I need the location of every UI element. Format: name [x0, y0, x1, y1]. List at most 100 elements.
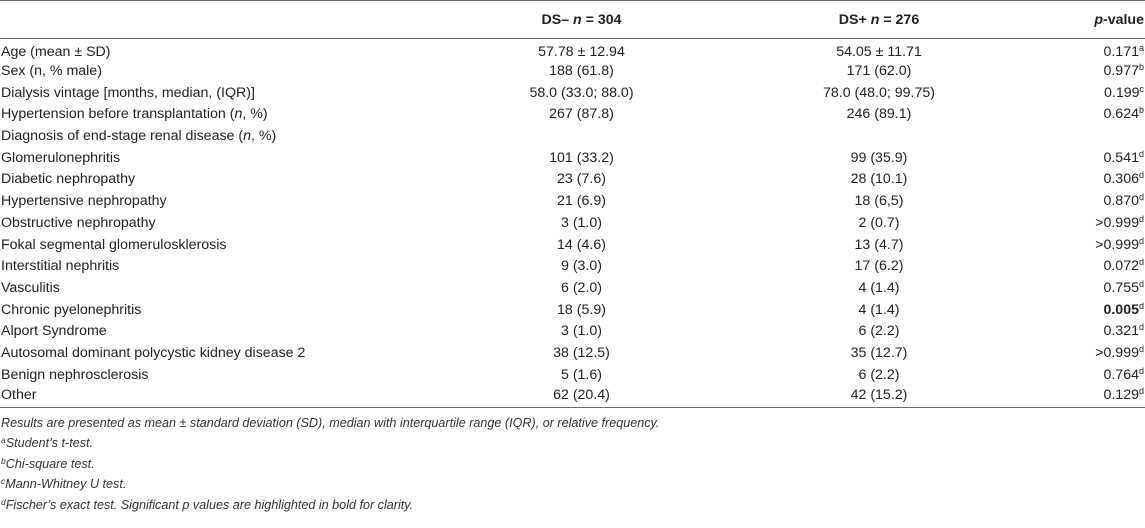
footnote-b: bChi-square test. — [1, 454, 1145, 475]
row-label: Glomerulonephritis — [1, 149, 121, 166]
row-label: Vasculitis — [1, 279, 60, 296]
p-value-test-mark: d — [1138, 213, 1144, 224]
header-ds-negative-label: DS– — [541, 11, 574, 28]
footnote-d-mark: d — [1, 496, 6, 507]
ds-positive-value: 2 (0.7) — [858, 214, 900, 231]
p-value: 0.624 — [1103, 106, 1139, 123]
p-value-test-mark: d — [1138, 148, 1144, 159]
ds-positive-value: 78.0 (48.0; 99.75) — [822, 84, 935, 101]
p-value: 0.072 — [1103, 258, 1139, 275]
ds-positive-value: 17 (6.2) — [854, 258, 904, 275]
footnote-intro: Results are presented as mean ± standard… — [1, 415, 660, 430]
ds-positive-value: 54.05 ± 11.71 — [836, 43, 922, 60]
p-value: 0.764 — [1103, 366, 1139, 383]
p-value: 0.321 — [1103, 323, 1139, 340]
p-value-test-mark: d — [1138, 300, 1144, 311]
p-value-cell: 0.072d — [1035, 255, 1145, 277]
ds-positive-value: 35 (12.7) — [850, 344, 908, 361]
ds-positive-value: 246 (89.1) — [846, 106, 912, 123]
p-value-cell: 0.005d — [1035, 299, 1145, 321]
row-label: Other — [0, 385, 440, 408]
p-value-cell: 0.321d — [1035, 320, 1145, 342]
footnote-a: aStudent’s t-test. — [1, 433, 1145, 454]
footnote-b-mark: b — [1, 455, 6, 466]
footnote-a-mark: a — [1, 435, 6, 446]
table-header: DS– n = 304 DS+ n = 276 p-value — [0, 0, 1145, 39]
table-footnotes: Results are presented as mean ± standard… — [0, 408, 1145, 516]
header-p-suffix: -value — [1102, 11, 1144, 28]
footnote-c: cMann-Whitney U test. — [1, 474, 1145, 495]
p-value-test-mark: a — [1138, 42, 1144, 53]
row-label: Hypertensive nephropathy — [1, 193, 167, 210]
p-value-cell: 0.171a — [1035, 39, 1145, 61]
table-row: Vasculitis 6 (2.0) 4 (1.4) 0.755d — [0, 277, 1145, 299]
footnote-a-text: Student’s t-test. — [5, 436, 94, 451]
p-value-cell: 0.541d — [1035, 147, 1145, 169]
demographics-table: DS– n = 304 DS+ n = 276 p-value Age (mea… — [0, 0, 1145, 408]
p-value-cell: 0.977b — [1035, 60, 1145, 82]
p-value: 0.199 — [1103, 84, 1140, 101]
p-value-cell: >0.999d — [1035, 342, 1145, 364]
header-ds-positive-label: DS+ — [838, 11, 871, 28]
header-ds-negative-n: n — [573, 11, 582, 28]
row-label: Interstitial nephritis — [1, 258, 120, 275]
p-value: 0.870 — [1103, 193, 1139, 210]
table-row: Hypertensive nephropathy 21 (6.9) 18 (6,5)… — [0, 190, 1145, 212]
p-value-cell: 0.755d — [1035, 277, 1145, 299]
ds-positive-value: 13 (4.7) — [854, 236, 904, 253]
header-p-value: p-value — [1035, 0, 1145, 39]
ds-negative-value: 18 (5.9) — [557, 301, 606, 318]
p-value: 0.755 — [1103, 279, 1139, 296]
p-value-test-mark: d — [1138, 343, 1144, 354]
ds-positive-value: 99 (35.9) — [850, 149, 908, 166]
table-row: Chronic pyelonephritis 18 (5.9) 4 (1.4) 0.0… — [0, 299, 1145, 321]
p-value: 0.129 — [1103, 386, 1139, 403]
ds-negative-value: 62 (20.4) — [440, 385, 723, 408]
p-value: 0.171 — [1103, 43, 1139, 60]
row-label: Fokal segmental glomerulosklerosis — [1, 236, 227, 253]
row-label: Chronic pyelonephritis — [1, 301, 142, 318]
row-label: Hypertension before transplantation (n, … — [0, 104, 440, 126]
row-label: Diagnosis of end-stage renal disease (n,… — [0, 125, 440, 147]
table-row: Interstitial nephritis 9 (3.0) 17 (6.2) 0.0… — [0, 255, 1145, 277]
footnote-c-mark: c — [1, 476, 6, 487]
p-value: 0.977 — [1103, 63, 1139, 80]
p-value: 0.541 — [1103, 149, 1139, 166]
table-row: Glomerulonephritis 101 (33.2) 99 (35.9) 0.5… — [0, 147, 1145, 169]
ds-negative-value: 5 (1.6) — [560, 366, 602, 383]
table-row: Autosomal dominant polycystic kidney dis… — [0, 342, 1145, 364]
table-row: Fokal segmental glomerulosklerosis 14 (4.… — [0, 234, 1145, 256]
row-label-text: Diagnosis of end-stage renal disease ( — [1, 128, 244, 145]
p-value-test-mark: d — [1138, 385, 1144, 396]
ds-negative-value: 9 (3.0) — [560, 258, 602, 275]
header-ds-positive-n: n — [870, 11, 880, 28]
p-value-test-mark: d — [1138, 170, 1144, 181]
p-value-cell: 0.870d — [1035, 190, 1145, 212]
ds-positive-value: 171 (62.0) — [846, 63, 912, 80]
ds-negative-value: 21 (6.9) — [557, 193, 606, 210]
row-label: Dialysis vintage [months, median, (IQR)] — [1, 84, 255, 101]
table-row: Diabetic nephropathy 23 (7.6) 28 (10.1) 0.3… — [0, 169, 1145, 191]
p-value-test-mark: d — [1138, 235, 1144, 246]
row-label: Obstructive nephropathy — [1, 214, 156, 231]
p-value-cell: 0.199c — [1035, 82, 1145, 104]
p-value: 0.005 — [1103, 301, 1139, 318]
p-value-cell: 0.129d — [1035, 385, 1145, 408]
ds-negative-value: 101 (33.2) — [549, 149, 614, 166]
table-row: Alport Syndrome 3 (1.0) 6 (2.2) 0.321d — [0, 320, 1145, 342]
ds-positive-value: 4 (1.4) — [858, 301, 900, 318]
row-label: Age (mean ± SD) — [1, 43, 111, 60]
header-ds-negative-count: = 304 — [581, 11, 622, 28]
header-ds-positive-count: = 276 — [879, 11, 920, 28]
row-label: Diabetic nephropathy — [1, 171, 136, 188]
header-row: DS– n = 304 DS+ n = 276 p-value — [0, 0, 1145, 39]
table-row: Other 62 (20.4) 42 (15.2) 0.129d — [0, 385, 1145, 408]
table-row: Obstructive nephropathy 3 (1.0) 2 (0.7) >0.… — [0, 212, 1145, 234]
p-value-cell: 0.306d — [1035, 169, 1145, 191]
p-value-cell: >0.999d — [1035, 212, 1145, 234]
p-value-test-mark: c — [1139, 83, 1145, 94]
ds-positive-value: 6 (2.2) — [858, 323, 900, 340]
p-value-test-mark: d — [1138, 365, 1144, 376]
footnote-c-text: Mann-Whitney U test. — [5, 477, 127, 492]
